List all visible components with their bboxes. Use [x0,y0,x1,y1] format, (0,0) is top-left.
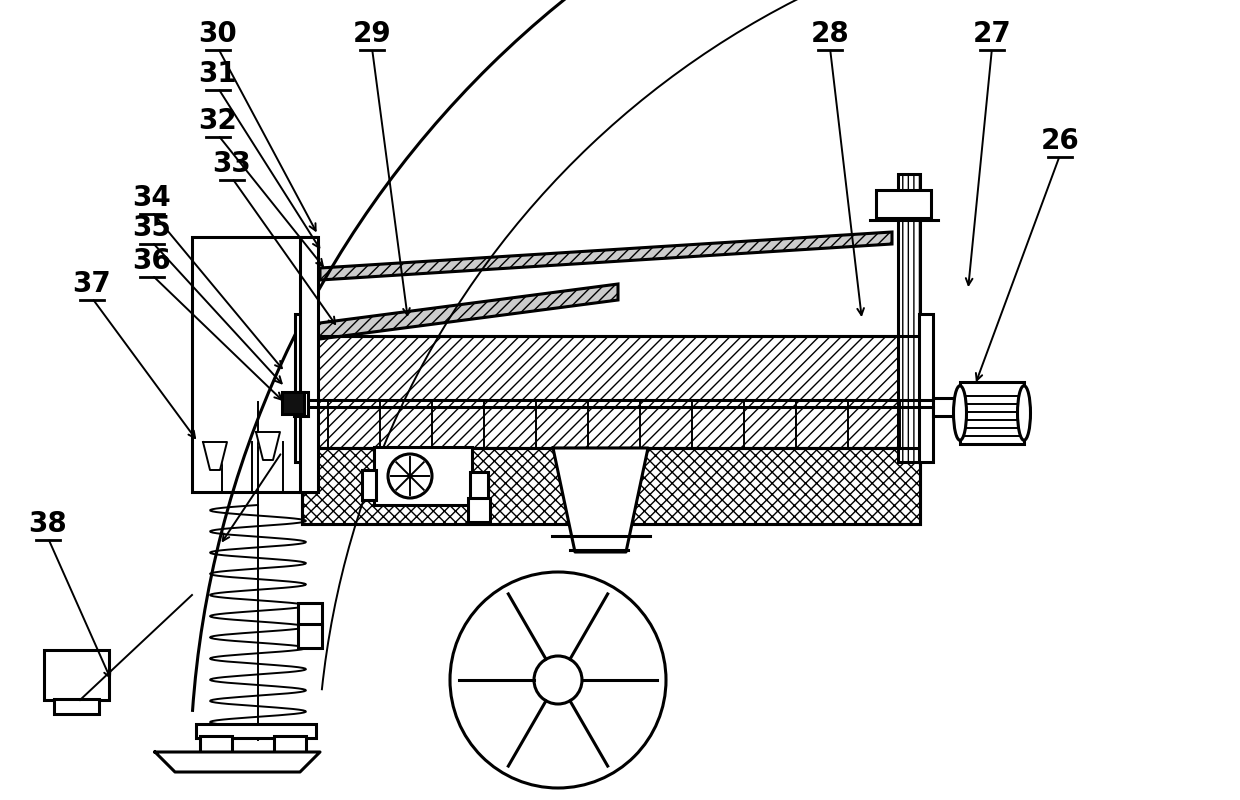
Bar [43,650,109,700]
Bar [303,336,920,524]
Bar [298,624,322,648]
Text: 33: 33 [212,150,252,178]
Polygon shape [312,284,618,340]
Bar [470,472,489,500]
Bar [274,736,306,752]
Bar [898,174,920,462]
Text: 34: 34 [133,184,171,212]
Bar [196,724,316,738]
Polygon shape [155,752,320,772]
Bar [303,448,920,524]
Bar [200,736,232,752]
Text: 32: 32 [198,107,237,135]
Text: 26: 26 [1040,127,1079,155]
Text: 28: 28 [811,20,849,48]
Bar [295,314,309,462]
Circle shape [388,454,432,498]
Bar [932,398,991,416]
Bar [55,699,99,714]
Bar [467,498,490,522]
Bar [294,392,308,416]
Ellipse shape [954,386,966,440]
Circle shape [450,572,666,788]
Text: 29: 29 [352,20,392,48]
Bar [281,392,304,414]
Bar [298,603,322,625]
Polygon shape [255,432,280,460]
Text: 31: 31 [198,60,237,88]
Ellipse shape [1018,386,1030,440]
Bar [960,382,1024,444]
Bar [374,447,472,505]
Bar [303,336,920,448]
Polygon shape [553,448,649,552]
Text: 30: 30 [198,20,237,48]
Bar [300,237,317,492]
Text: 36: 36 [133,247,171,275]
Bar [362,470,376,500]
Polygon shape [203,442,227,470]
Bar [192,237,317,492]
Bar [919,314,932,462]
Text: 37: 37 [73,270,112,298]
Text: 38: 38 [29,510,67,538]
Circle shape [534,656,582,704]
Text: 27: 27 [972,20,1012,48]
Bar [293,392,309,412]
Bar [875,190,931,218]
Polygon shape [320,232,892,280]
Text: 35: 35 [133,214,171,242]
